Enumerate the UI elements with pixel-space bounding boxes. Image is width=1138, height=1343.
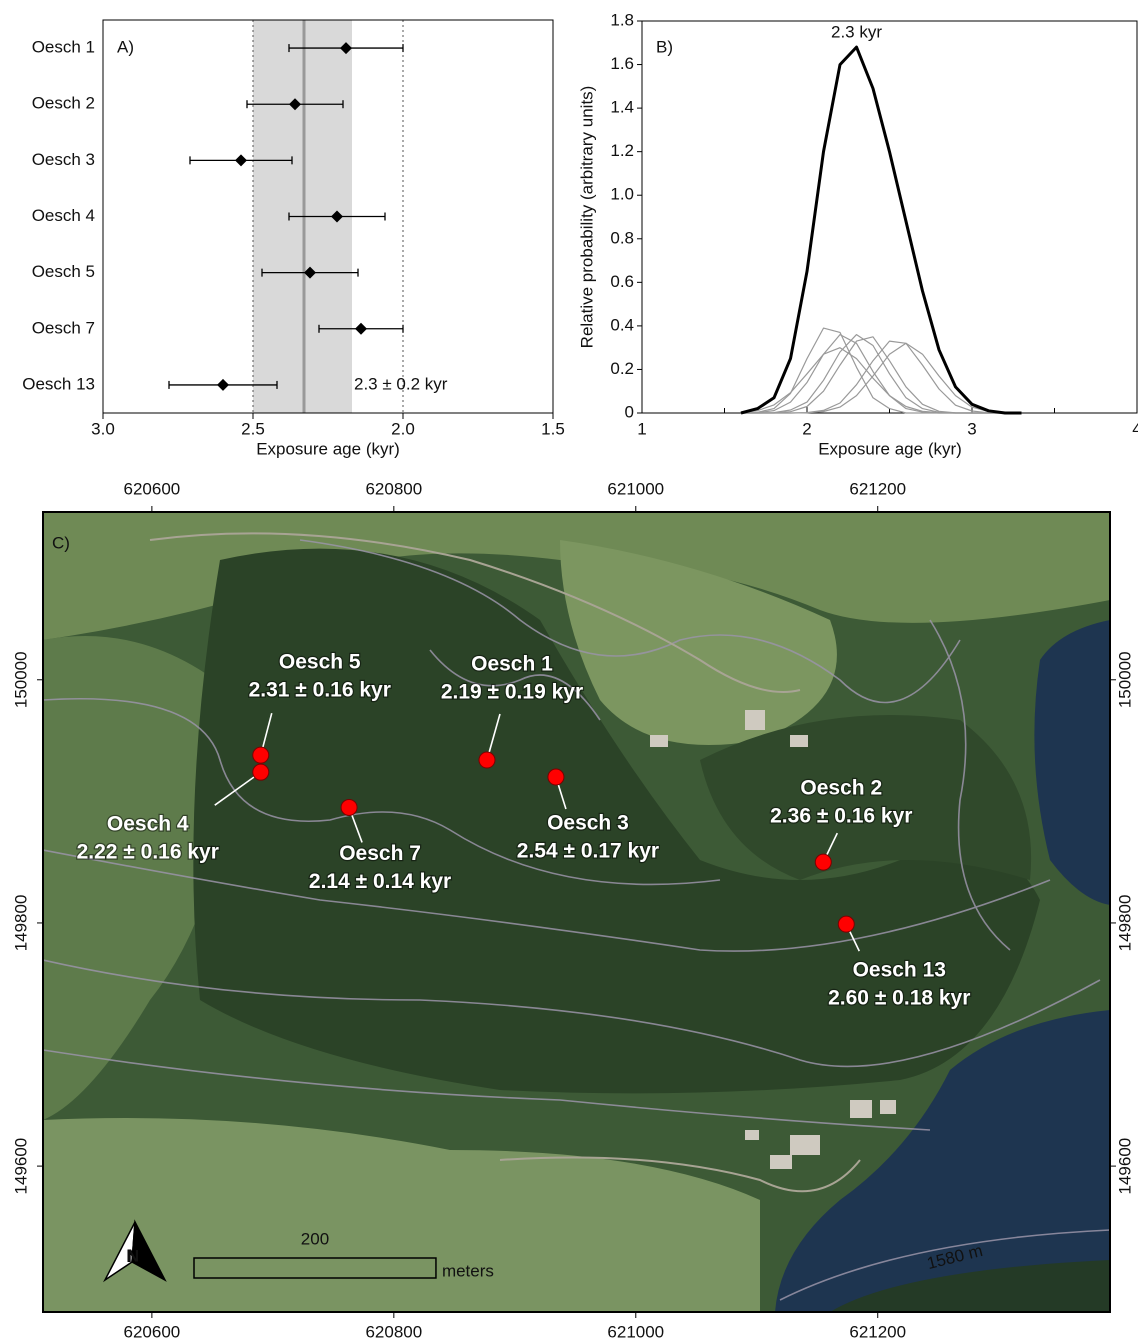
y-tick-label: Oesch 1 (32, 38, 95, 57)
y-tick-label: 149800 (11, 895, 30, 952)
y-tick-label: Oesch 4 (32, 206, 95, 225)
y-tick-label: 1.8 (610, 10, 634, 29)
sample-location (341, 799, 357, 815)
x-tick-label: 620800 (365, 1322, 422, 1341)
y-tick-label: 0.2 (610, 359, 634, 378)
y-tick-label: 149600 (1115, 1138, 1134, 1195)
sample-name: Oesch 5 (279, 651, 361, 674)
x-axis-label: Exposure age (kyr) (256, 439, 400, 458)
aerial-image (43, 512, 1110, 1312)
y-tick-label: 150000 (11, 651, 30, 708)
y-tick-label: 150000 (1115, 651, 1134, 708)
sample-location (548, 769, 564, 785)
y-tick-label: 149800 (1115, 895, 1134, 952)
sample-age: 2.31 ± 0.16 kyr (249, 679, 391, 702)
y-tick-label: 1.0 (610, 185, 634, 204)
sample-age: 2.60 ± 0.18 kyr (828, 987, 970, 1010)
summed-curve (741, 47, 1022, 413)
x-tick-label: 621200 (849, 1322, 906, 1341)
panel-label: B) (656, 37, 673, 56)
x-tick-label: 3.0 (91, 419, 115, 438)
sample-age: 2.36 ± 0.16 kyr (770, 805, 912, 828)
y-tick-label: 0 (625, 402, 634, 421)
sample-age: 2.14 ± 0.14 kyr (309, 870, 451, 893)
x-tick-label: 1 (637, 419, 646, 438)
scale-bar-label: 200 (301, 1229, 329, 1248)
y-tick-label: 0.4 (610, 315, 634, 334)
sample-age: 2.22 ± 0.16 kyr (77, 841, 219, 864)
x-tick-label: 4 (1132, 419, 1138, 438)
data-point (235, 154, 247, 166)
scale-bar-unit: meters (442, 1261, 494, 1280)
panel-label: C) (52, 533, 70, 552)
annotation: 2.3 kyr (831, 23, 882, 42)
x-tick-label: 3 (967, 419, 976, 438)
y-tick-label: 1.2 (610, 141, 634, 160)
panel-label: A) (117, 37, 134, 56)
sample-curve (741, 328, 1022, 413)
annotation: 2.3 ± 0.2 kyr (354, 374, 448, 393)
y-tick-label: 0.8 (610, 228, 634, 247)
sample-name: Oesch 2 (800, 777, 882, 800)
sample-name: Oesch 4 (107, 813, 189, 836)
x-tick-label: 1.5 (541, 419, 565, 438)
sample-name: Oesch 7 (339, 842, 421, 865)
x-tick-label: 2 (802, 419, 811, 438)
x-tick-label: 620800 (365, 479, 422, 498)
sample-name: Oesch 1 (471, 653, 553, 676)
y-tick-label: Oesch 2 (32, 94, 95, 113)
data-point (217, 379, 229, 391)
sample-location (479, 752, 495, 768)
x-tick-label: 2.0 (391, 419, 415, 438)
x-tick-label: 621000 (607, 1322, 664, 1341)
y-tick-label: Oesch 7 (32, 318, 95, 337)
x-tick-label: 2.5 (241, 419, 265, 438)
sample-location (815, 854, 831, 870)
page: 3.0 2.5 2.0 1.5 Oesch 1 Oesch 2 Oesch 3 Oesch 4… (0, 0, 1138, 1343)
sample-location (838, 916, 854, 932)
x-tick-label: 620600 (124, 479, 181, 498)
x-axis-label: Exposure age (kyr) (818, 439, 962, 458)
y-tick-label: 0.6 (610, 272, 634, 291)
y-tick-label: 1.6 (610, 54, 634, 73)
y-tick-label: Oesch 3 (32, 150, 95, 169)
figure: 3.0 2.5 2.0 1.5 Oesch 1 Oesch 2 Oesch 3 Oesch 4… (0, 0, 1138, 1343)
sample-location (253, 747, 269, 763)
x-tick-label: 621200 (849, 479, 906, 498)
y-tick-label: Oesch 13 (22, 374, 95, 393)
y-axis-label: Relative probability (arbitrary units) (577, 86, 596, 349)
sample-age: 2.54 ± 0.17 kyr (517, 840, 659, 863)
sample-name: Oesch 13 (853, 959, 946, 982)
data-point (355, 323, 367, 335)
sample-age: 2.19 ± 0.19 kyr (441, 681, 583, 704)
y-tick-label: Oesch 5 (32, 262, 95, 281)
sample-location (253, 764, 269, 780)
y-tick-label: 149600 (11, 1138, 30, 1195)
sample-name: Oesch 3 (547, 812, 629, 835)
x-tick-label: 620600 (124, 1322, 181, 1341)
y-tick-label: 1.4 (610, 98, 634, 117)
x-tick-label: 621000 (607, 479, 664, 498)
north-label: N (127, 1246, 139, 1265)
